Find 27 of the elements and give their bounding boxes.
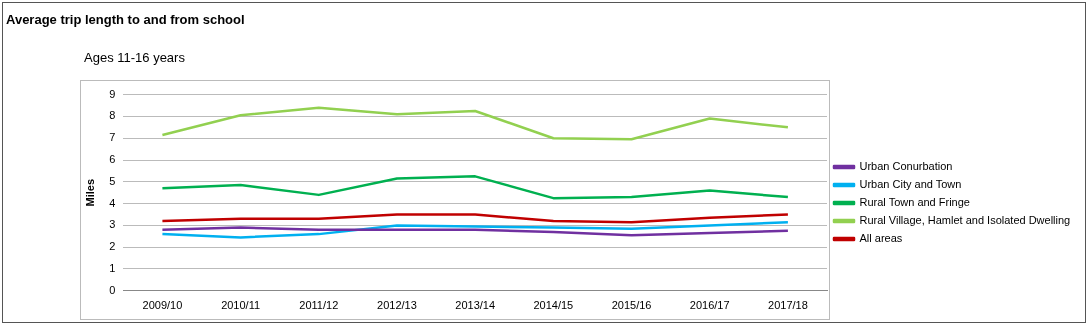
x-tick-label: 2012/13 (377, 299, 417, 312)
y-tick-label: 9 (109, 87, 116, 100)
x-tick-label: 2015/16 (611, 299, 652, 312)
legend-label: Urban City and Town (859, 178, 962, 191)
chart-title: Average trip length to and from school (6, 12, 245, 27)
legend-label: Rural Village, Hamlet and Isolated Dwelling (859, 214, 1071, 227)
y-axis-title: Miles (83, 178, 96, 207)
x-tick-label: 2009/10 (142, 299, 183, 312)
x-tick-label: 2016/17 (689, 299, 730, 312)
y-tick-label: 2 (109, 240, 116, 253)
x-tick-label: 2013/14 (455, 299, 496, 312)
y-tick-label: 6 (109, 153, 116, 166)
legend-label: Rural Town and Fringe (859, 196, 970, 209)
y-tick-label: 8 (109, 109, 116, 122)
x-tick-label: 2014/15 (533, 299, 574, 312)
x-tick-label: 2017/18 (768, 299, 808, 312)
y-tick-label: 3 (109, 218, 116, 231)
y-tick-label: 4 (109, 196, 116, 209)
y-tick-label: 0 (109, 283, 116, 296)
legend-label: Urban Conurbation (859, 160, 953, 173)
y-tick-label: 5 (109, 174, 116, 187)
chart-subtitle: Ages 11-16 years (84, 50, 185, 65)
y-tick-label: 7 (109, 131, 116, 144)
y-tick-label: 1 (109, 262, 116, 275)
x-tick-label: 2011/12 (299, 299, 339, 312)
x-tick-label: 2010/11 (221, 299, 261, 312)
legend-label: All areas (859, 232, 903, 245)
